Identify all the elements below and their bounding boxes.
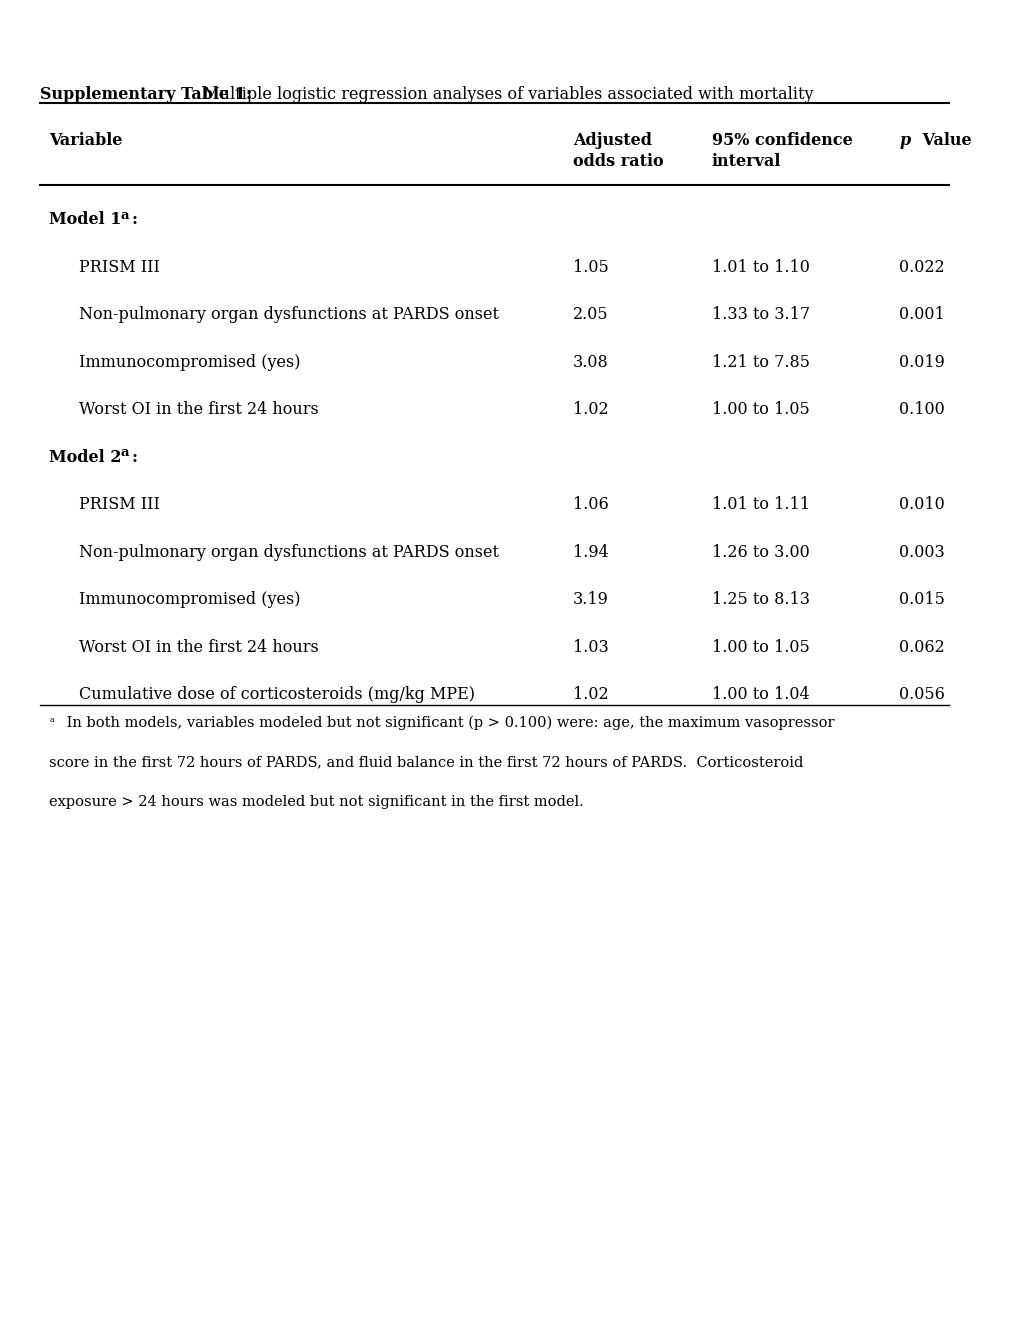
Text: Model 2: Model 2: [49, 449, 122, 466]
Text: score in the first 72 hours of PARDS, and fluid balance in the first 72 hours of: score in the first 72 hours of PARDS, an…: [49, 755, 803, 770]
Text: 3.08: 3.08: [573, 354, 608, 371]
Text: Non-pulmonary organ dysfunctions at PARDS onset: Non-pulmonary organ dysfunctions at PARD…: [79, 306, 498, 323]
Text: 3.19: 3.19: [573, 591, 608, 609]
Text: 0.003: 0.003: [899, 544, 944, 561]
Text: :: :: [131, 211, 138, 228]
Text: 1.00 to 1.05: 1.00 to 1.05: [711, 639, 808, 656]
Text: 0.019: 0.019: [899, 354, 945, 371]
Text: 0.001: 0.001: [899, 306, 944, 323]
Text: :: :: [131, 449, 138, 466]
Text: 95% confidence
interval: 95% confidence interval: [711, 132, 852, 170]
Text: a: a: [120, 209, 129, 222]
Text: In both models, variables modeled but not significant (p > 0.100) were: age, the: In both models, variables modeled but no…: [62, 715, 834, 730]
Text: 1.02: 1.02: [573, 401, 608, 418]
Text: Variable: Variable: [49, 132, 122, 149]
Text: exposure > 24 hours was modeled but not significant in the first model.: exposure > 24 hours was modeled but not …: [49, 795, 584, 809]
Text: 0.022: 0.022: [899, 259, 944, 276]
Text: 1.25 to 8.13: 1.25 to 8.13: [711, 591, 809, 609]
Text: 1.01 to 1.11: 1.01 to 1.11: [711, 496, 809, 513]
Text: Value: Value: [916, 132, 971, 149]
Text: ᵃ: ᵃ: [49, 715, 54, 729]
Text: Immunocompromised (yes): Immunocompromised (yes): [79, 591, 301, 609]
Text: Multiple logistic regression analyses of variables associated with mortality: Multiple logistic regression analyses of…: [193, 86, 812, 103]
Text: 1.05: 1.05: [573, 259, 608, 276]
Text: 1.33 to 3.17: 1.33 to 3.17: [711, 306, 809, 323]
Text: Worst OI in the first 24 hours: Worst OI in the first 24 hours: [79, 639, 319, 656]
Text: Supplementary Table 1:: Supplementary Table 1:: [40, 86, 251, 103]
Text: 1.21 to 7.85: 1.21 to 7.85: [711, 354, 809, 371]
Text: 0.010: 0.010: [899, 496, 944, 513]
Text: 1.03: 1.03: [573, 639, 608, 656]
Text: Adjusted
odds ratio: Adjusted odds ratio: [573, 132, 663, 170]
Text: 1.00 to 1.04: 1.00 to 1.04: [711, 686, 808, 704]
Text: a: a: [120, 446, 129, 459]
Text: p: p: [899, 132, 910, 149]
Text: 1.06: 1.06: [573, 496, 608, 513]
Text: Cumulative dose of corticosteroids (mg/kg MPE): Cumulative dose of corticosteroids (mg/k…: [79, 686, 475, 704]
Text: 1.26 to 3.00: 1.26 to 3.00: [711, 544, 808, 561]
Text: 0.100: 0.100: [899, 401, 944, 418]
Text: 1.94: 1.94: [573, 544, 608, 561]
Text: 2.05: 2.05: [573, 306, 608, 323]
Text: PRISM III: PRISM III: [79, 259, 160, 276]
Text: 0.015: 0.015: [899, 591, 945, 609]
Text: Worst OI in the first 24 hours: Worst OI in the first 24 hours: [79, 401, 319, 418]
Text: PRISM III: PRISM III: [79, 496, 160, 513]
Text: Non-pulmonary organ dysfunctions at PARDS onset: Non-pulmonary organ dysfunctions at PARD…: [79, 544, 498, 561]
Text: 1.02: 1.02: [573, 686, 608, 704]
Text: 0.062: 0.062: [899, 639, 944, 656]
Text: 0.056: 0.056: [899, 686, 945, 704]
Text: Model 1: Model 1: [49, 211, 122, 228]
Text: 1.00 to 1.05: 1.00 to 1.05: [711, 401, 808, 418]
Text: Immunocompromised (yes): Immunocompromised (yes): [79, 354, 301, 371]
Text: 1.01 to 1.10: 1.01 to 1.10: [711, 259, 809, 276]
